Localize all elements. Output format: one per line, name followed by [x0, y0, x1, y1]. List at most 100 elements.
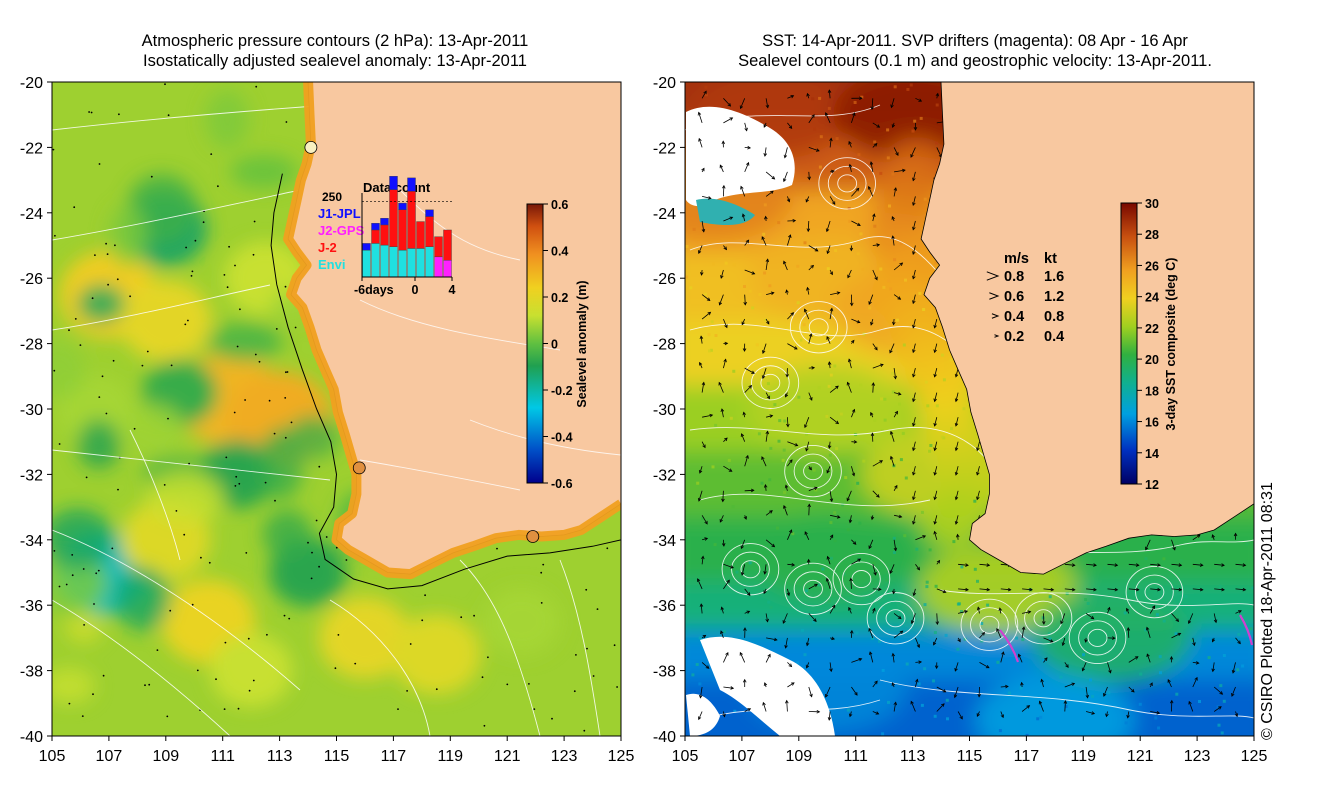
sst-pixel [891, 172, 895, 176]
inset-bar-j2 [443, 229, 452, 261]
sst-pixel [883, 418, 887, 422]
data-dot [421, 619, 424, 622]
velocity-arrow [957, 711, 963, 720]
inset-x-tick-label: 4 [449, 283, 456, 297]
velocity-arrowhead [745, 239, 750, 244]
velocity-arrowhead [912, 300, 916, 305]
data-dot [239, 308, 241, 311]
velocity-arrowhead [1007, 587, 1012, 592]
velocity-arrow [787, 417, 789, 427]
sst-colorbar-ticks: 30 28 26 24 22 20 18 16 14 12 [1137, 197, 1159, 492]
inset-bar-j1 [407, 177, 416, 192]
velocity-arrowhead [954, 496, 959, 501]
sst-pixel [712, 262, 715, 266]
velocity-arrowhead [873, 571, 877, 576]
velocity-arrow [1043, 657, 1048, 663]
velocity-arrowhead [893, 701, 898, 706]
eddy-contour [760, 373, 781, 392]
sst-pixel [768, 394, 772, 398]
velocity-arrow [698, 138, 703, 148]
inset-bar-gps [443, 260, 452, 278]
sst-pixel [818, 165, 822, 169]
velocity-arrow [979, 662, 990, 669]
velocity-arrowhead [1090, 615, 1095, 620]
sst-pixel [685, 275, 689, 279]
sst-pixel [945, 698, 949, 702]
velocity-arrow [872, 244, 880, 246]
velocity-arrowhead [790, 95, 795, 99]
velocity-arrow [1150, 588, 1161, 591]
sst-pixel [791, 532, 795, 536]
velocity-arrowhead [976, 713, 980, 717]
sst-pixel [755, 343, 759, 347]
sst-pixel [711, 465, 715, 469]
velocity-arrowhead [721, 498, 725, 503]
velocity-arrowhead [1234, 713, 1239, 718]
anomaly-texture [107, 204, 148, 267]
sst-pixel [980, 622, 984, 625]
sst-colorbar-label: 3-day SST composite (deg C) [1164, 258, 1178, 431]
velocity-arrowhead [1103, 693, 1107, 697]
velocity-arrowhead [1175, 618, 1180, 623]
sst-pixel [742, 298, 746, 302]
velocity-arrow [1171, 613, 1179, 622]
data-dot [71, 574, 74, 577]
velocity-arrowhead [854, 692, 858, 696]
velocity-arrowhead [771, 543, 776, 548]
velocity-arrowhead [899, 630, 904, 634]
anomaly-blob [209, 634, 293, 708]
x-tick-label: 119 [438, 748, 464, 765]
sst-pixel [913, 119, 917, 123]
sst-pixel [901, 431, 905, 435]
data-dot [285, 371, 287, 374]
velocity-arrow [829, 385, 839, 393]
velocity-arrow [787, 196, 790, 202]
sst-pixel [766, 382, 770, 386]
velocity-arrow [979, 632, 985, 639]
data-dot [88, 111, 90, 113]
velocity-arrow [827, 245, 831, 254]
sst-pixel [928, 449, 932, 453]
colorbar-tick-label: -0.4 [551, 431, 573, 445]
velocity-arrowhead [1071, 587, 1076, 592]
sst-pixel [839, 412, 843, 416]
velocity-arrowhead [761, 456, 765, 460]
y-tick-label: -22 [20, 140, 43, 157]
sst-pixel [879, 171, 883, 175]
velocity-arrow [999, 608, 1002, 614]
velocity-arrowhead [805, 664, 810, 669]
velocity-arrowhead [851, 408, 856, 413]
y-tick-label: -32 [653, 467, 676, 484]
velocity-arrowhead [892, 321, 896, 326]
velocity-arrow [1192, 563, 1203, 566]
data-dot [93, 603, 95, 605]
eddy-contour [799, 309, 839, 345]
eddy-contour [731, 551, 770, 587]
velocity-arrowhead [964, 610, 969, 614]
velocity-arrowhead [769, 414, 774, 418]
sst-pixel [1218, 584, 1222, 588]
velocity-arrow [1128, 563, 1139, 566]
sst-pixel [1039, 715, 1043, 719]
velocity-arrowhead [916, 644, 920, 649]
sst-pixel [805, 432, 808, 436]
velocity-arrowhead [814, 583, 818, 588]
velocity-arrowhead [875, 711, 880, 715]
velocity-arrowhead [897, 296, 902, 300]
eddy-contour [832, 552, 891, 606]
inset-bar-j2 [398, 209, 407, 251]
data-dot [606, 547, 609, 550]
velocity-arrowhead [894, 410, 898, 415]
velocity-arrowhead [699, 361, 703, 366]
velocity-arrowhead [1135, 587, 1140, 592]
sst-pixel [868, 306, 872, 310]
sst-pixel [833, 511, 837, 515]
velocity-arrow [723, 465, 733, 472]
sst-pixel [714, 334, 718, 337]
velocity-arrowhead [805, 642, 810, 647]
velocity-arrow [893, 147, 899, 156]
velocity-arrowhead [981, 631, 986, 636]
data-dot [237, 707, 240, 710]
velocity-arrowhead [933, 496, 937, 501]
